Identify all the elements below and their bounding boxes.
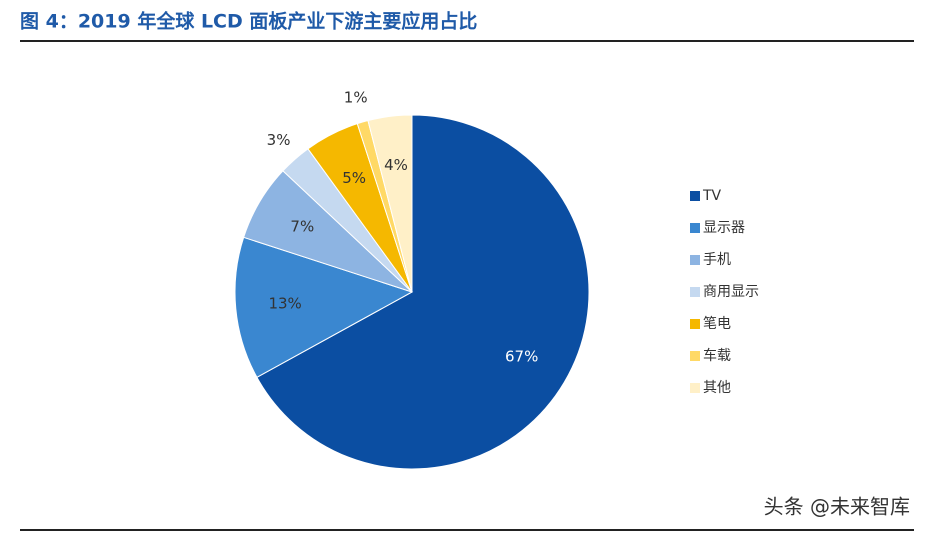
legend-swatch bbox=[690, 351, 700, 361]
legend-label: 商用显示 bbox=[703, 284, 759, 300]
data-label: 1% bbox=[344, 89, 368, 107]
legend-label: 手机 bbox=[703, 252, 731, 268]
legend-label: 显示器 bbox=[703, 220, 745, 236]
data-label: 4% bbox=[384, 156, 408, 174]
legend-swatch bbox=[690, 287, 700, 297]
pie-slice bbox=[256, 114, 590, 470]
legend-label: 笔电 bbox=[703, 316, 731, 332]
data-label: 3% bbox=[267, 131, 291, 149]
legend-label: 其他 bbox=[703, 380, 731, 396]
legend-swatch bbox=[690, 255, 700, 265]
legend-swatch bbox=[690, 191, 700, 201]
pie-slice bbox=[234, 236, 414, 378]
data-label: 13% bbox=[268, 294, 301, 312]
legend-label: 车载 bbox=[703, 347, 731, 364]
legend-swatch bbox=[690, 383, 700, 393]
chart-title: 图 4：2019 年全球 LCD 面板产业下游主要应用占比 bbox=[20, 10, 477, 33]
legend-label: TV bbox=[702, 188, 722, 204]
data-label: 67% bbox=[505, 347, 538, 365]
data-label: 7% bbox=[290, 218, 314, 236]
pie-slice bbox=[367, 114, 413, 293]
legend-swatch bbox=[690, 319, 700, 329]
data-label: 5% bbox=[342, 169, 366, 187]
watermark: 头条 @未来智库 bbox=[764, 495, 910, 519]
legend-swatch bbox=[690, 223, 700, 233]
